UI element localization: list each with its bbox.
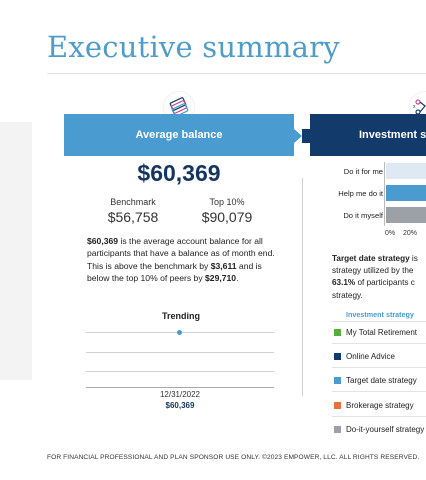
investment-strategy-banner: Investment stra bbox=[310, 114, 426, 156]
para-diff2: $29,710 bbox=[205, 273, 237, 284]
legend-label-brokerage: Brokerage strategy bbox=[346, 401, 414, 410]
tick-label-0: 0% bbox=[385, 230, 396, 237]
legend-divider bbox=[332, 321, 426, 322]
banner-arrow-tail bbox=[302, 129, 310, 143]
para-diff: $3,611 bbox=[210, 260, 237, 271]
tick-label-20: 20% bbox=[403, 230, 418, 237]
trend-axis bbox=[86, 387, 274, 388]
investment-strategy-banner-label: Investment stra bbox=[359, 129, 426, 141]
para-text1: is the average account balance for all p… bbox=[87, 236, 275, 271]
para-text3: . bbox=[236, 273, 239, 284]
trend-date: 12/31/2022 bbox=[159, 390, 201, 399]
para2-line-3: 63.1% of participants c bbox=[332, 277, 426, 289]
bar-chart-axis bbox=[384, 162, 385, 226]
para2-line-1: Target date strategy is bbox=[332, 253, 426, 265]
top10-label: Top 10% bbox=[209, 197, 245, 207]
banner-arrow bbox=[294, 129, 302, 143]
para2-pct: 63.1% bbox=[332, 278, 356, 288]
trending-title: Trending bbox=[162, 311, 200, 321]
bar-label-do-it-for-me: Do it for me bbox=[343, 167, 383, 176]
page-title: Executive summary bbox=[47, 30, 340, 64]
column-divider bbox=[302, 178, 303, 396]
legend-swatch-target-date bbox=[334, 377, 341, 384]
bar-do-it-for-me bbox=[386, 163, 426, 179]
legend-divider bbox=[332, 367, 426, 368]
left-side-panel bbox=[0, 122, 32, 380]
para2-line4: strategy. bbox=[332, 290, 363, 300]
title-divider bbox=[47, 73, 426, 74]
para2-line2: strategy utilized by the bbox=[332, 266, 414, 276]
average-balance-amount: $60,369 bbox=[137, 160, 221, 186]
legend-swatch-my-total-retirement bbox=[334, 329, 341, 336]
trend-gridline bbox=[86, 371, 274, 372]
legend-swatch-online-advice bbox=[334, 353, 341, 360]
svg-text:x: x bbox=[413, 104, 416, 110]
benchmark-label: Benchmark bbox=[110, 197, 156, 207]
legend-swatch-diy bbox=[334, 426, 341, 433]
trend-gridline bbox=[86, 352, 274, 353]
benchmark-value: $56,758 bbox=[107, 209, 159, 225]
trend-point bbox=[177, 330, 182, 335]
footer-disclaimer: FOR FINANCIAL PROFESSIONAL AND PLAN SPON… bbox=[47, 454, 420, 461]
average-balance-banner: Average balance bbox=[64, 114, 294, 156]
para2-line1: is bbox=[409, 254, 418, 263]
trend-value: $60,369 bbox=[165, 401, 195, 410]
bar-help-me-do-it bbox=[386, 185, 426, 201]
legend-label-my-total-retirement: My Total Retirement bbox=[346, 328, 417, 337]
investment-strategy-description: Target date strategy is strategy utilize… bbox=[332, 253, 426, 302]
legend-swatch-brokerage bbox=[334, 402, 341, 409]
legend-divider bbox=[332, 416, 426, 417]
bar-label-help-me-do-it: Help me do it bbox=[338, 189, 383, 198]
bar-label-do-it-myself: Do it myself bbox=[343, 211, 383, 220]
legend-divider bbox=[332, 391, 426, 392]
para2-lead: Target date strategy bbox=[332, 254, 410, 263]
average-balance-description: $60,369 is the average account balance f… bbox=[87, 235, 283, 285]
para2-line3: of participants c bbox=[355, 278, 415, 288]
para-amount: $60,369 bbox=[87, 236, 119, 246]
top10-value: $90,079 bbox=[201, 209, 253, 225]
legend-label-diy: Do-it-yourself strategy bbox=[346, 425, 425, 434]
legend-label-target-date: Target date strategy bbox=[346, 376, 417, 385]
legend-label-online-advice: Online Advice bbox=[346, 352, 395, 361]
para-text2: and is below the top 10% of peers by bbox=[87, 260, 262, 284]
legend-header: Investment strategy bbox=[346, 310, 414, 319]
legend-divider bbox=[332, 343, 426, 344]
bar-do-it-myself bbox=[386, 207, 426, 223]
average-balance-banner-label: Average balance bbox=[135, 129, 223, 141]
